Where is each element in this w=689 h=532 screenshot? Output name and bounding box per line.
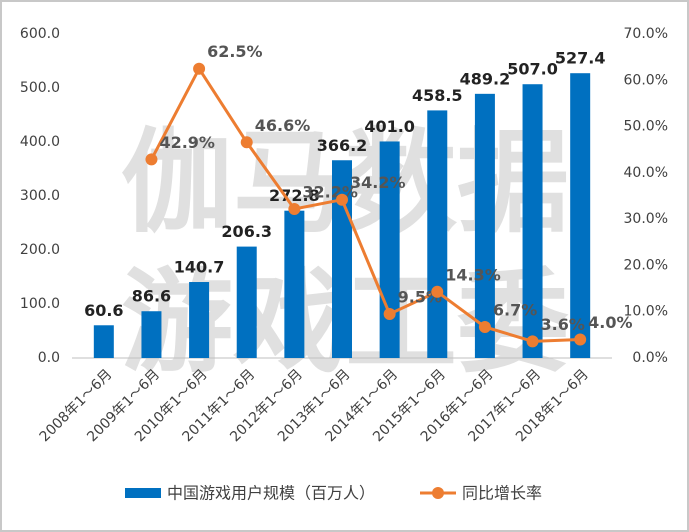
bar	[427, 110, 448, 358]
line-marker	[526, 335, 539, 348]
bar	[474, 93, 495, 358]
legend-swatch	[125, 488, 161, 498]
line-value-label: 42.9%	[159, 133, 215, 152]
line-marker	[240, 136, 253, 149]
bar	[236, 246, 257, 358]
line-marker	[574, 333, 587, 346]
line-marker	[478, 320, 491, 333]
bar	[141, 311, 162, 358]
y2-tick-label: 30.0%	[624, 211, 668, 227]
line-marker	[145, 153, 158, 166]
y-tick-label: 0.0	[38, 350, 60, 366]
bar-value-label: 458.5	[412, 86, 463, 105]
line-marker	[336, 193, 348, 206]
y-tick-label: 400.0	[20, 134, 60, 150]
y-tick-label: 200.0	[20, 242, 60, 258]
legend-label: 中国游戏用户规模（百万人）	[167, 484, 375, 503]
bar-value-label: 140.7	[174, 258, 225, 277]
line-marker	[383, 308, 396, 321]
line-value-label: 46.6%	[255, 116, 311, 135]
bar	[570, 73, 591, 358]
y2-tick-label: 70.0%	[624, 26, 668, 42]
line-value-label: 62.5%	[207, 42, 263, 61]
bar-value-label: 86.6	[132, 287, 171, 306]
y-tick-label: 100.0	[20, 296, 60, 312]
y2-tick-label: 20.0%	[624, 257, 668, 273]
bar	[522, 84, 543, 358]
line-value-label: 6.7%	[493, 300, 537, 319]
bar-value-label: 507.0	[507, 60, 558, 79]
y-tick-label: 600.0	[20, 26, 60, 42]
line	[150, 65, 581, 343]
line-marker	[193, 62, 206, 75]
bar	[93, 325, 114, 358]
legend-label: 同比增长率	[462, 484, 542, 503]
legend-swatch	[432, 487, 444, 499]
y2-tick-label: 0.0%	[632, 350, 668, 366]
line-value-label: 34.2%	[350, 173, 406, 192]
bar-value-label: 366.2	[317, 136, 368, 155]
bar-value-label: 401.0	[364, 117, 415, 136]
y2-tick-label: 50.0%	[624, 119, 668, 135]
bar	[189, 282, 210, 358]
bar-value-label: 60.6	[84, 301, 123, 320]
y-tick-label: 500.0	[20, 80, 60, 96]
bar-value-label: 206.3	[221, 222, 272, 241]
line-value-label: 9.5%	[398, 288, 442, 307]
line-value-label: 14.3%	[445, 265, 501, 284]
y2-tick-label: 60.0%	[624, 72, 668, 88]
line-value-label: 3.6%	[541, 315, 585, 334]
y2-tick-label: 40.0%	[624, 165, 668, 181]
bar-value-label: 489.2	[460, 69, 511, 88]
line-marker	[288, 202, 301, 215]
line-marker	[431, 285, 444, 298]
y2-tick-label: 10.0%	[624, 304, 668, 320]
bar-value-label: 527.4	[555, 49, 606, 68]
bar	[284, 210, 305, 358]
y-tick-label: 300.0	[20, 188, 60, 204]
line-value-label: 4.0%	[588, 313, 632, 332]
